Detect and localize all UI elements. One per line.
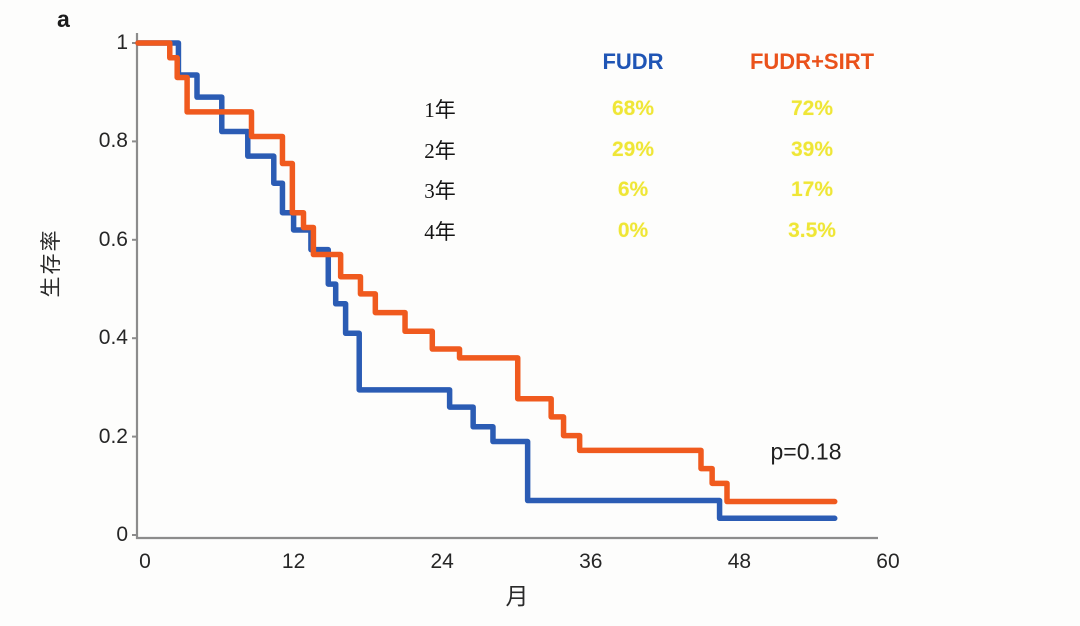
table-value-fudr-sirt: 17% [790, 178, 834, 202]
y-tick-label: 0.4 [98, 326, 128, 350]
y-tick-label: 1 [116, 31, 128, 54]
y-axis-label: 生存率 [39, 228, 63, 298]
y-tick-label: 0.6 [98, 227, 128, 251]
table-row-label: 2年 [424, 138, 456, 163]
legend-header-fudr-sirt: FUDR+SIRT [749, 49, 875, 74]
table-value-fudr: 29% [611, 137, 655, 161]
x-tick-label: 48 [727, 550, 752, 573]
legend-header-fudr: FUDR [602, 49, 664, 74]
x-tick-label: 60 [876, 550, 900, 573]
x-axis-label: 月 [505, 584, 529, 609]
table-value-fudr-sirt: 39% [790, 137, 834, 161]
table-value-fudr: 0% [617, 219, 649, 243]
x-tick-label: 24 [430, 550, 454, 573]
x-tick-label: 0 [139, 550, 151, 573]
panel-label: a [57, 6, 70, 32]
p-value-annotation: p=0.18 [770, 438, 842, 465]
fudr-sirt-curve [135, 40, 838, 505]
table-row-label: 4年 [424, 220, 456, 245]
y-tick-label: 0.2 [98, 424, 128, 448]
y-tick-label: 0 [116, 523, 128, 546]
x-tick-label: 36 [579, 550, 603, 573]
table-value-fudr-sirt: 3.5% [788, 219, 836, 243]
table-value-fudr: 68% [611, 97, 655, 120]
y-tick-label: 0.8 [98, 129, 128, 153]
axis-lines [135, 33, 878, 540]
table-row-label: 1年 [424, 98, 456, 122]
table-value-fudr: 6% [617, 178, 649, 202]
table-value-fudr-sirt: 72% [790, 97, 834, 120]
x-tick-label: 12 [281, 550, 306, 573]
fudr-curve [135, 40, 838, 522]
table-row-label: 3年 [424, 179, 456, 204]
